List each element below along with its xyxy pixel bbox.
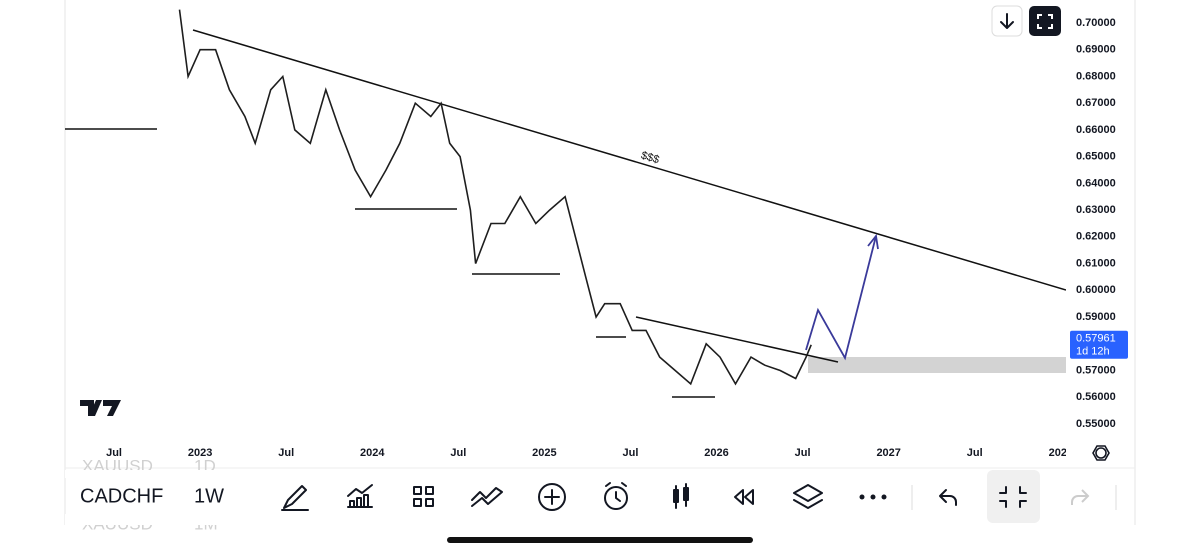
y-tick-label: 0.56000 [1076,391,1116,403]
replay[interactable] [734,489,754,505]
bar-type[interactable] [673,483,689,509]
y-tick-label: 0.61000 [1076,257,1116,269]
y-tick-label: 0.63000 [1076,204,1116,216]
collapse[interactable] [987,470,1040,523]
indicators[interactable] [347,484,373,508]
y-tick-label: 0.65000 [1076,151,1116,163]
x-tick-label: 2027 [876,447,900,459]
home-indicator [447,537,753,543]
compare[interactable] [471,487,503,507]
fullscreen-button[interactable] [1029,6,1061,36]
x-tick-label: 2026 [704,447,728,459]
price-tag [1070,330,1128,359]
redo[interactable] [1071,489,1090,505]
y-tick-label: 0.60000 [1076,284,1116,296]
arrow-head [867,233,879,250]
y-tick-label: 0.62000 [1076,231,1116,243]
download-button[interactable] [991,5,1023,37]
price-tag-label: 0.57961 [1076,333,1116,345]
y-tick-label: 0.59000 [1076,311,1116,323]
settings-button[interactable] [1092,445,1110,461]
y-tick-label: 0.67000 [1076,97,1116,109]
x-tick-label: 2024 [360,447,385,459]
x-tick-label: 2025 [532,447,556,459]
y-tick-label: 0.66000 [1076,124,1116,136]
x-tick-label: Jul [106,447,122,459]
trendline [635,316,839,363]
mask [65,470,265,478]
plot: $$$ [65,9,1066,398]
countdown: 1d 12h [1076,346,1110,358]
time-axis: Jul 2023 Jul 2024 Jul 2025 Jul 2026 Jul 2027 Jul 20… [106,447,1073,459]
x-tick-label: 2023 [188,447,212,459]
y-tick-label: 0.70000 [1076,17,1116,29]
price-line [178,9,812,386]
x-tick-label: Jul [623,447,639,459]
x-tick-label: Jul [450,447,466,459]
annotation: $$$ [639,149,660,166]
y-tick-label: 0.68000 [1076,70,1116,82]
x-tick-label: 2028 [1049,447,1073,459]
toolbar-icons [281,470,1117,523]
add[interactable] [538,483,566,511]
trendline [192,29,1066,291]
symbol[interactable]: CADCHF [80,485,163,507]
logo [80,400,121,416]
x-tick-label: Jul [278,447,294,459]
x-tick-label: Jul [967,447,983,459]
y-tick-label: 0.55000 [1076,418,1116,430]
undo[interactable] [939,489,957,506]
objects[interactable] [793,484,823,509]
y-tick-label: 0.57000 [1076,364,1116,376]
mask [65,514,265,525]
y-tick-label: 0.69000 [1076,44,1116,56]
interval[interactable]: 1W [194,485,224,507]
draw-tool[interactable] [281,485,309,511]
layouts[interactable] [413,486,434,507]
projection-arrow [805,235,877,361]
y-tick-label: 0.64000 [1076,177,1116,189]
x-tick-label: Jul [795,447,811,459]
alert[interactable] [604,486,628,510]
zone [808,357,1066,373]
